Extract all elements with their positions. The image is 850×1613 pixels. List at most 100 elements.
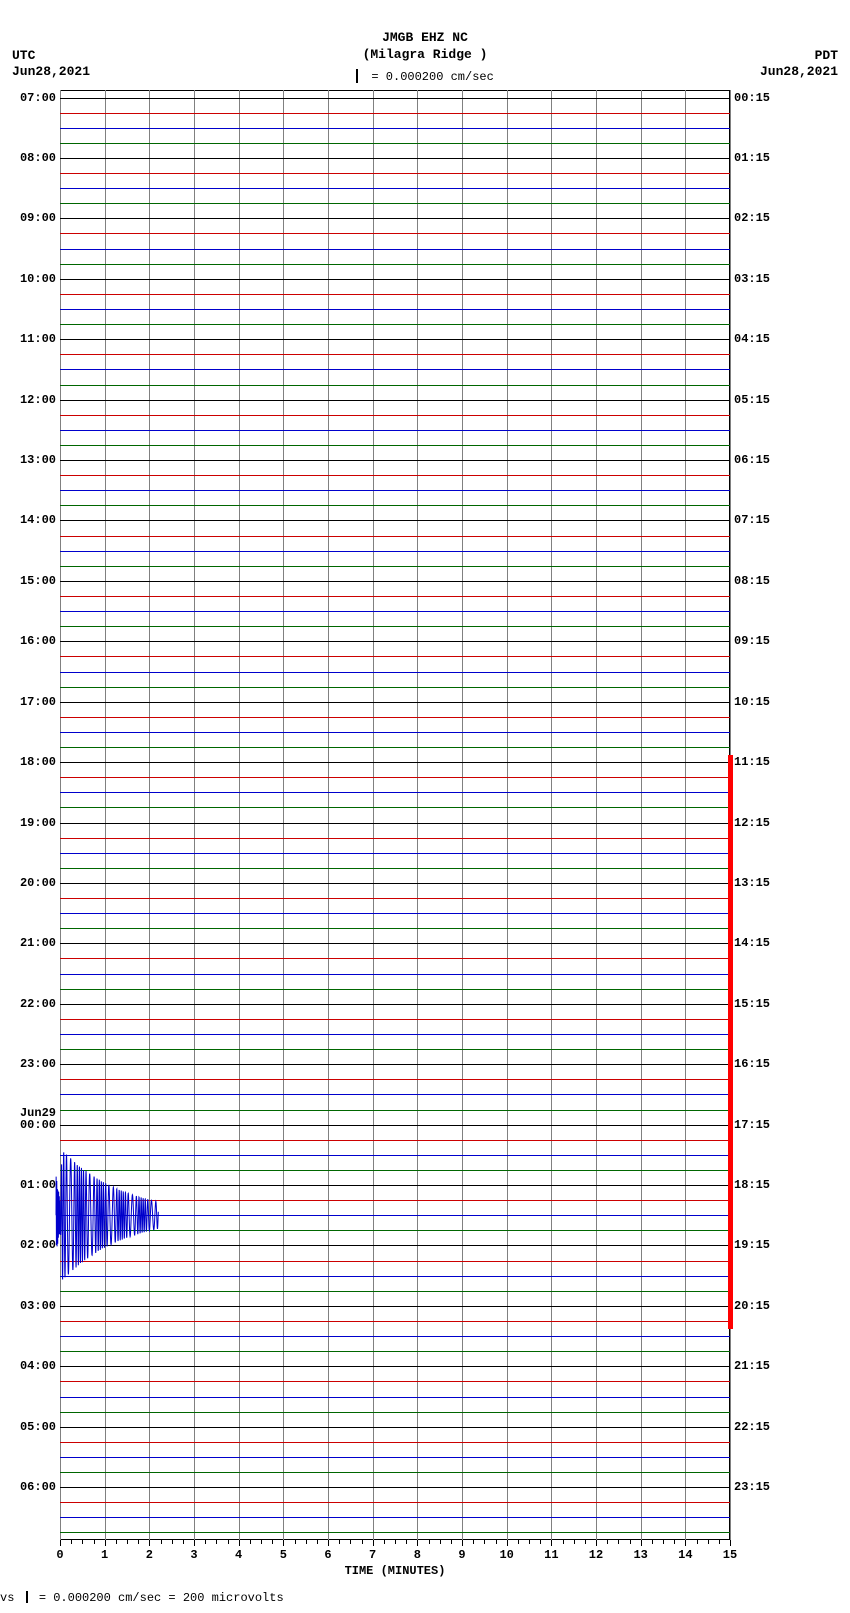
utc-hour-label: 08:00 (20, 151, 56, 165)
x-tick-label: 10 (499, 1548, 513, 1562)
x-tick-minor (183, 1540, 184, 1544)
footer-bar-icon (26, 1591, 28, 1603)
x-tick-label: 5 (280, 1548, 287, 1562)
x-tick (239, 1540, 240, 1546)
x-tick-minor (484, 1540, 485, 1544)
x-tick-minor (540, 1540, 541, 1544)
x-tick (105, 1540, 106, 1546)
x-tick-minor (317, 1540, 318, 1544)
pdt-hour-label: 14:15 (734, 936, 770, 950)
x-tick-minor (127, 1540, 128, 1544)
x-tick-label: 6 (324, 1548, 331, 1562)
pdt-hour-label: 16:15 (734, 1057, 770, 1071)
x-tick-minor (161, 1540, 162, 1544)
utc-hour-label: 21:00 (20, 936, 56, 950)
pdt-hour-label: 15:15 (734, 997, 770, 1011)
x-tick (283, 1540, 284, 1546)
utc-hour-label: 10:00 (20, 272, 56, 286)
x-tick-minor (172, 1540, 173, 1544)
pdt-hour-label: 20:15 (734, 1299, 770, 1313)
x-tick-minor (529, 1540, 530, 1544)
pdt-hour-label: 04:15 (734, 332, 770, 346)
utc-axis-labels: 07:0008:0009:0010:0011:0012:0013:0014:00… (4, 90, 58, 1540)
x-tick-minor (350, 1540, 351, 1544)
x-tick (551, 1540, 552, 1546)
x-tick-minor (496, 1540, 497, 1544)
x-tick (507, 1540, 508, 1546)
x-tick-minor (138, 1540, 139, 1544)
utc-hour-label: 18:00 (20, 755, 56, 769)
pdt-hour-label: 03:15 (734, 272, 770, 286)
x-tick-label: 11 (544, 1548, 558, 1562)
tz-left-label: UTC (12, 48, 90, 64)
x-tick-label: 12 (589, 1548, 603, 1562)
tz-left-block: UTC Jun28,2021 (12, 48, 90, 79)
utc-hour-label: 12:00 (20, 393, 56, 407)
x-tick-label: 1 (101, 1548, 108, 1562)
title-line1: JMGB EHZ NC (0, 30, 850, 47)
x-tick-minor (607, 1540, 608, 1544)
x-tick-minor (708, 1540, 709, 1544)
x-axis-title: TIME (MINUTES) (60, 1564, 730, 1578)
pdt-hour-label: 13:15 (734, 876, 770, 890)
utc-hour-label: 05:00 (20, 1420, 56, 1434)
tz-right-date: Jun28,2021 (760, 64, 838, 80)
x-tick (641, 1540, 642, 1546)
pdt-hour-label: 11:15 (734, 755, 770, 769)
utc-hour-label: 02:00 (20, 1238, 56, 1252)
x-tick-label: 13 (633, 1548, 647, 1562)
pdt-hour-label: 12:15 (734, 816, 770, 830)
x-tick-minor (652, 1540, 653, 1544)
scale-bar-icon (356, 69, 358, 83)
x-tick (60, 1540, 61, 1546)
x-tick (328, 1540, 329, 1546)
utc-hour-label: 17:00 (20, 695, 56, 709)
x-tick-minor (618, 1540, 619, 1544)
scale-text: = 0.000200 cm/sec (371, 70, 493, 84)
x-tick-label: 9 (458, 1548, 465, 1562)
x-tick-minor (82, 1540, 83, 1544)
x-tick-minor (585, 1540, 586, 1544)
x-tick-minor (697, 1540, 698, 1544)
pdt-hour-label: 01:15 (734, 151, 770, 165)
pdt-axis-labels: 00:1501:1502:1503:1504:1505:1506:1507:15… (732, 90, 842, 1540)
x-tick-minor (306, 1540, 307, 1544)
x-tick-minor (272, 1540, 273, 1544)
scale-indicator: = 0.000200 cm/sec (0, 66, 850, 84)
utc-hour-label: 14:00 (20, 513, 56, 527)
x-tick-minor (406, 1540, 407, 1544)
pdt-hour-label: 19:15 (734, 1238, 770, 1252)
x-tick (730, 1540, 731, 1546)
x-tick-minor (71, 1540, 72, 1544)
x-tick-minor (94, 1540, 95, 1544)
x-tick-minor (429, 1540, 430, 1544)
x-tick-minor (473, 1540, 474, 1544)
x-tick-label: 8 (414, 1548, 421, 1562)
footer-text: = 0.000200 cm/sec = 200 microvolts (39, 1591, 284, 1605)
x-tick-label: 4 (235, 1548, 242, 1562)
utc-hour-label: 04:00 (20, 1359, 56, 1373)
x-tick-minor (719, 1540, 720, 1544)
x-tick-minor (451, 1540, 452, 1544)
utc-hour-label: 22:00 (20, 997, 56, 1011)
x-tick-label: 15 (723, 1548, 737, 1562)
seismogram-plot (60, 90, 730, 1540)
x-tick-label: 14 (678, 1548, 692, 1562)
utc-hour-label: 16:00 (20, 634, 56, 648)
utc-hour-label: 20:00 (20, 876, 56, 890)
pdt-hour-label: 23:15 (734, 1480, 770, 1494)
utc-hour-label: 23:00 (20, 1057, 56, 1071)
pdt-hour-label: 22:15 (734, 1420, 770, 1434)
pdt-hour-label: 10:15 (734, 695, 770, 709)
utc-hour-label: 07:00 (20, 91, 56, 105)
x-tick-minor (116, 1540, 117, 1544)
x-tick-minor (216, 1540, 217, 1544)
x-tick-label: 3 (190, 1548, 197, 1562)
tz-left-date: Jun28,2021 (12, 64, 90, 80)
x-tick (462, 1540, 463, 1546)
utc-hour-label: 11:00 (20, 332, 56, 346)
x-tick-minor (663, 1540, 664, 1544)
x-tick-label: 7 (369, 1548, 376, 1562)
x-tick-minor (630, 1540, 631, 1544)
utc-hour-label: 09:00 (20, 211, 56, 225)
